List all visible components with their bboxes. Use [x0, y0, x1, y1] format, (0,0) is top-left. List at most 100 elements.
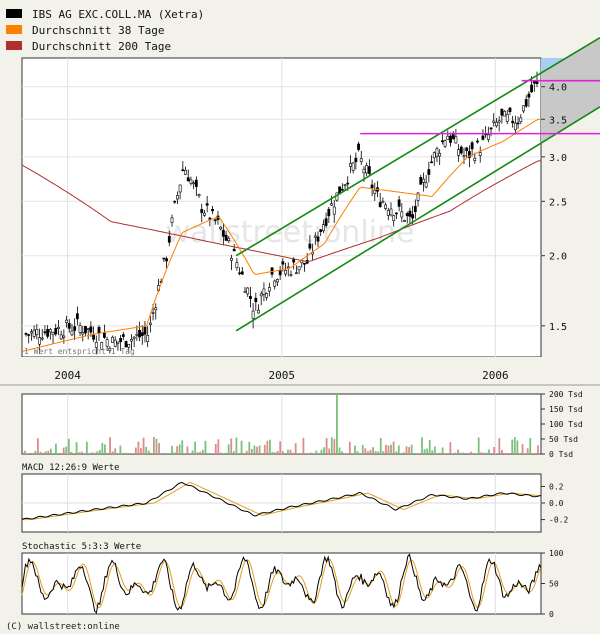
volume-bar — [31, 452, 34, 454]
volume-bar — [498, 438, 501, 454]
volume-bar — [485, 452, 488, 454]
price-candle — [319, 228, 323, 237]
volume-bar — [42, 452, 44, 454]
volume-bar — [222, 453, 225, 454]
volume-bar — [73, 453, 75, 454]
macd-signal-line — [22, 481, 542, 521]
volume-bar — [446, 453, 449, 454]
volume-bar — [449, 442, 452, 454]
price-candle — [78, 322, 82, 336]
volume-bar — [328, 448, 331, 454]
price-candle — [378, 193, 382, 208]
price-candle — [243, 286, 247, 293]
volume-bar — [506, 453, 508, 454]
volume-bar — [508, 452, 511, 454]
volume-bar — [80, 451, 83, 454]
volume-bar — [421, 437, 423, 454]
price-candle — [148, 315, 152, 333]
price-candle — [432, 151, 436, 166]
volume-bar — [439, 452, 441, 454]
volume-bar — [111, 451, 114, 454]
volume-bar — [315, 450, 318, 454]
volume-bar — [467, 453, 470, 454]
volume-bar — [351, 453, 354, 454]
price-candle — [476, 138, 479, 144]
volume-bar — [379, 438, 382, 454]
volume-bar — [287, 449, 289, 454]
price-candle — [67, 319, 71, 333]
volume-bar — [96, 451, 99, 454]
price-candle — [75, 306, 79, 326]
volume-bar — [134, 447, 137, 454]
price-candle — [430, 155, 433, 164]
price-candle — [70, 323, 74, 337]
price-candle — [273, 279, 277, 290]
price-candle — [219, 226, 223, 231]
price-candle — [251, 303, 255, 329]
volume-bar — [475, 453, 478, 454]
volume-bar — [142, 437, 145, 454]
volume-bar — [201, 449, 204, 454]
volume-bar — [305, 453, 307, 454]
volume-bar — [462, 452, 465, 454]
legend-label: Durchschnitt 38 Tage — [32, 24, 164, 37]
volume-bar — [397, 445, 400, 454]
price-candle — [38, 328, 41, 354]
price-candle — [176, 191, 179, 205]
price-candle — [119, 335, 123, 351]
volume-bar — [369, 449, 372, 454]
price-candle — [35, 324, 39, 340]
y-tick-label: 50 Tsd — [549, 435, 578, 444]
volume-bar — [366, 451, 369, 454]
volume-bar — [482, 452, 485, 454]
volume-bar — [165, 453, 168, 454]
price-candle — [386, 207, 390, 221]
volume-bar — [57, 453, 60, 454]
volume-bar — [537, 445, 539, 454]
volume-bar — [519, 453, 521, 454]
volume-bar — [480, 452, 483, 454]
volume-bar — [235, 437, 238, 454]
price-candle — [130, 334, 133, 351]
volume-bar — [232, 451, 235, 454]
price-candle — [105, 336, 109, 351]
volume-bar — [116, 453, 119, 454]
price-candle — [194, 176, 198, 196]
price-candle — [238, 267, 241, 276]
volume-bar — [60, 453, 62, 454]
volume-bar — [472, 453, 475, 454]
volume-bar — [330, 437, 333, 454]
price-candle — [351, 161, 355, 174]
volume-bar — [243, 453, 246, 454]
ma200-line — [21, 160, 541, 263]
legend-entry: Durchschnitt 200 Tage — [6, 40, 171, 53]
channel-inner-fill — [541, 37, 600, 144]
y-tick-label: 150 Tsd — [549, 405, 583, 414]
price-candle — [427, 161, 431, 183]
legend-label: Durchschnitt 200 Tage — [32, 40, 171, 53]
price-candle — [359, 150, 363, 165]
volume-bar — [521, 444, 524, 454]
volume-bar — [346, 452, 349, 454]
volume-bar — [395, 451, 398, 454]
y-tick-label: 100 Tsd — [549, 420, 583, 429]
volume-bar — [459, 452, 462, 454]
price-candle — [343, 183, 347, 191]
volume-bar — [212, 453, 215, 454]
volume-bar — [356, 451, 359, 454]
price-candle — [132, 335, 136, 348]
volume-bar — [464, 452, 467, 454]
price-candle — [240, 267, 244, 276]
y-tick-label: 3.5 — [549, 115, 567, 126]
volume-bar — [495, 453, 498, 454]
volume-bar — [413, 453, 416, 454]
volume-bar — [155, 438, 158, 454]
price-candle — [313, 232, 317, 246]
price-candle — [400, 203, 404, 223]
volume-bar — [405, 446, 408, 454]
price-candle — [503, 110, 506, 117]
volume-bar — [364, 448, 367, 454]
price-candle — [121, 331, 125, 341]
price-candle — [454, 128, 458, 144]
price-candle — [435, 146, 439, 163]
